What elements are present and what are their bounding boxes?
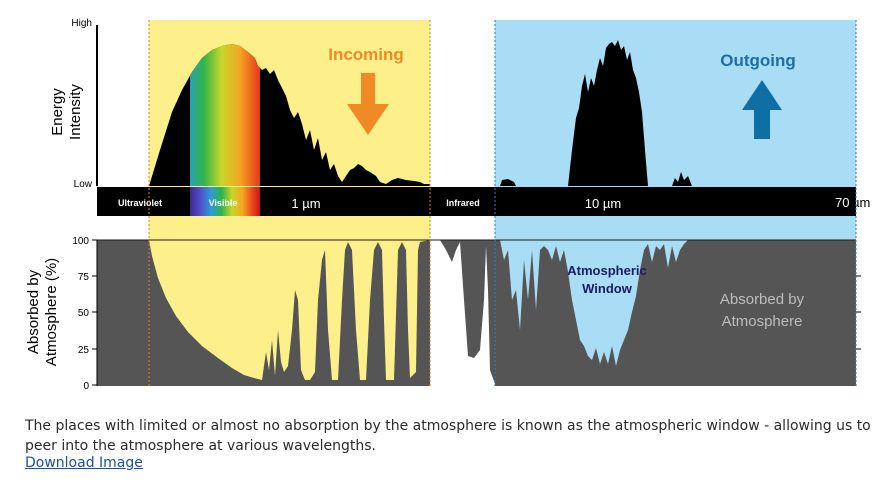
- tick-75: 75: [78, 272, 90, 283]
- absorbed-label-1: Absorbed by: [720, 291, 805, 308]
- window-label-2: Window: [582, 281, 633, 296]
- bottom-y-ticks: [92, 239, 97, 386]
- figure-caption: The places with limited or almost no abs…: [25, 418, 871, 454]
- outgoing-arrow-icon: [742, 80, 782, 139]
- atmospheric-window-diagram: High Low Energy Intensity Incoming Outgo…: [25, 18, 870, 392]
- visible-spectrum: [190, 44, 260, 186]
- band-borders: [148, 20, 857, 386]
- absorbed-region: [97, 240, 856, 386]
- top-y-title-1: Energy: [49, 88, 66, 136]
- tick-25: 25: [78, 345, 90, 356]
- window-label-1: Atmospheric: [567, 263, 646, 278]
- bottom-y-title-1: Absorbed by: [25, 269, 42, 354]
- outgoing-label: Outgoing: [720, 51, 796, 70]
- ten-micron-label: 10 µm: [585, 196, 621, 211]
- y-high-label: High: [71, 18, 92, 29]
- infrared-label: Infrared: [446, 198, 480, 208]
- ultraviolet-label: Ultraviolet: [118, 198, 162, 208]
- absorbed-label-2: Atmosphere: [722, 313, 803, 330]
- download-image-link[interactable]: Download Image: [25, 455, 143, 471]
- incoming-label: Incoming: [328, 45, 404, 64]
- y-low-label: Low: [74, 179, 93, 190]
- incoming-arrow-icon: [347, 73, 389, 135]
- top-y-title-2: Intensity: [67, 84, 84, 140]
- tick-0: 0: [83, 381, 89, 392]
- one-micron-label: 1 µm: [291, 196, 320, 211]
- visible-label: Visible: [209, 198, 238, 208]
- right-ticks: [856, 275, 861, 350]
- outgoing-spectrum: [500, 40, 692, 186]
- tick-100: 100: [72, 236, 89, 247]
- visible-bar-segment: [190, 187, 260, 216]
- bottom-y-title-2: Atmosphere (%): [43, 258, 60, 366]
- tick-50: 50: [78, 308, 90, 319]
- seventy-micron-label-visible: 70: [835, 195, 849, 210]
